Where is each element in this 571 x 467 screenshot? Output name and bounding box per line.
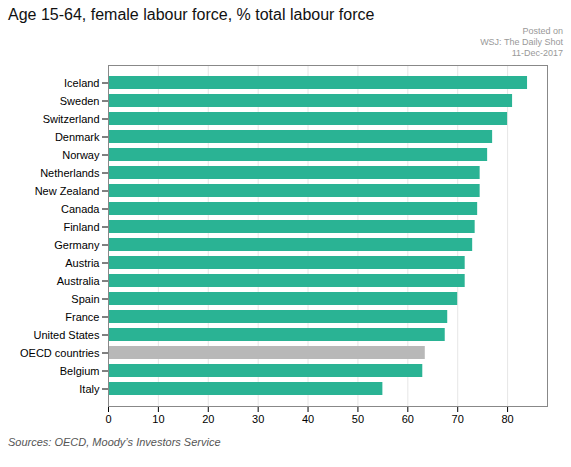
svg-text:United States: United States (33, 329, 100, 341)
svg-text:Finland: Finland (63, 221, 99, 233)
svg-text:Norway: Norway (62, 149, 100, 161)
svg-text:70: 70 (452, 413, 464, 425)
svg-text:OECD countries: OECD countries (20, 347, 100, 359)
svg-text:Italy: Italy (79, 383, 100, 395)
svg-text:60: 60 (402, 413, 414, 425)
svg-text:Netherlands: Netherlands (40, 167, 100, 179)
svg-text:France: France (65, 311, 99, 323)
svg-text:40: 40 (302, 413, 314, 425)
html-text:11-Dec-2017: 11-Dec-2017 (511, 48, 563, 58)
svg-text:Switzerland: Switzerland (43, 113, 100, 125)
svg-text:10: 10 (152, 413, 164, 425)
svg-text:Sweden: Sweden (60, 95, 100, 107)
svg-text:New Zealand: New Zealand (35, 185, 100, 197)
svg-text:Germany: Germany (54, 239, 100, 251)
svg-text:Australia: Australia (57, 275, 101, 287)
svg-text:80: 80 (501, 413, 513, 425)
svg-text:Canada: Canada (61, 203, 100, 215)
html-text:WSJ: The Daily Shot: WSJ: The Daily Shot (480, 37, 563, 47)
svg-text:20: 20 (202, 413, 214, 425)
svg-text:0: 0 (105, 413, 111, 425)
svg-text:Belgium: Belgium (60, 365, 100, 377)
html-text:Posted on: Posted on (522, 26, 563, 36)
svg-text:Spain: Spain (71, 293, 99, 305)
svg-text:50: 50 (352, 413, 364, 425)
svg-text:Denmark: Denmark (55, 131, 100, 143)
svg-text:Iceland: Iceland (64, 77, 99, 89)
html-text:Age 15-64, female labour force: Age 15-64, female labour force, % total … (8, 6, 375, 23)
html-text:Sources: OECD, Moody’s Investo: Sources: OECD, Moody’s Investors Service (8, 436, 221, 448)
svg-text:30: 30 (252, 413, 264, 425)
svg-text:Austria: Austria (65, 257, 100, 269)
